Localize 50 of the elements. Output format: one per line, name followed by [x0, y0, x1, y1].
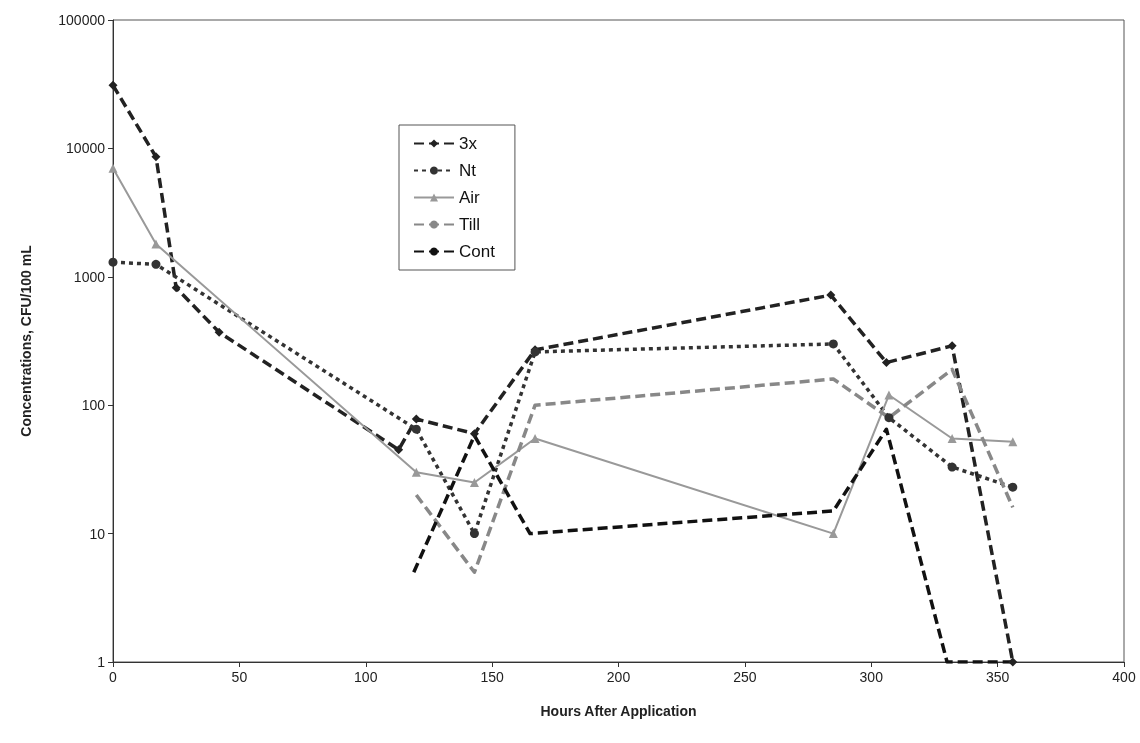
point — [151, 259, 161, 269]
y-tick-label: 1000 — [73, 268, 106, 285]
x-tick-label: 200 — [606, 669, 631, 685]
point — [884, 413, 894, 423]
x-tick-label: 150 — [480, 669, 505, 685]
x-tick-label: 300 — [859, 669, 884, 685]
y-tick-label: 100000 — [58, 12, 106, 28]
legend-label: Air — [459, 188, 481, 207]
point — [469, 478, 479, 487]
point — [884, 390, 894, 400]
point — [469, 429, 479, 439]
point — [151, 152, 161, 162]
point — [881, 358, 891, 368]
point — [530, 434, 540, 444]
point — [469, 529, 479, 539]
point — [151, 239, 161, 249]
legend-label: 3x — [459, 134, 478, 153]
y-axis-title: Concentrations, CFU/100 mL — [18, 244, 34, 437]
x-axis-title: Hours After Application — [540, 703, 697, 719]
point — [1008, 657, 1018, 667]
x-tick-label: 0 — [109, 669, 118, 685]
point — [947, 341, 957, 351]
x-tick-label: 400 — [1112, 669, 1136, 685]
point — [108, 163, 118, 173]
point — [108, 80, 118, 90]
line-series — [414, 367, 1015, 574]
point — [947, 434, 957, 444]
point — [828, 529, 838, 539]
point — [394, 445, 404, 455]
point — [411, 414, 421, 424]
y-tick-label: 100 — [81, 397, 106, 414]
point — [826, 290, 836, 300]
x-tick-label: 350 — [985, 669, 1010, 685]
point — [411, 467, 421, 477]
x-tick-label: 50 — [231, 669, 248, 685]
y-tick-label: 10000 — [66, 140, 106, 157]
point — [1008, 482, 1018, 492]
point — [214, 327, 224, 337]
point — [411, 424, 421, 434]
y-tick-label: 1 — [97, 654, 106, 670]
point — [171, 283, 181, 293]
point — [108, 257, 118, 267]
point — [947, 462, 957, 472]
legend-label: Nt — [459, 161, 477, 180]
legend-label: Till — [459, 215, 481, 234]
legend-label: Cont — [459, 242, 496, 261]
x-tick-label: 100 — [354, 669, 378, 685]
x-tick-label: 250 — [733, 669, 757, 685]
y-tick-label: 10 — [89, 525, 106, 542]
point — [828, 339, 838, 349]
